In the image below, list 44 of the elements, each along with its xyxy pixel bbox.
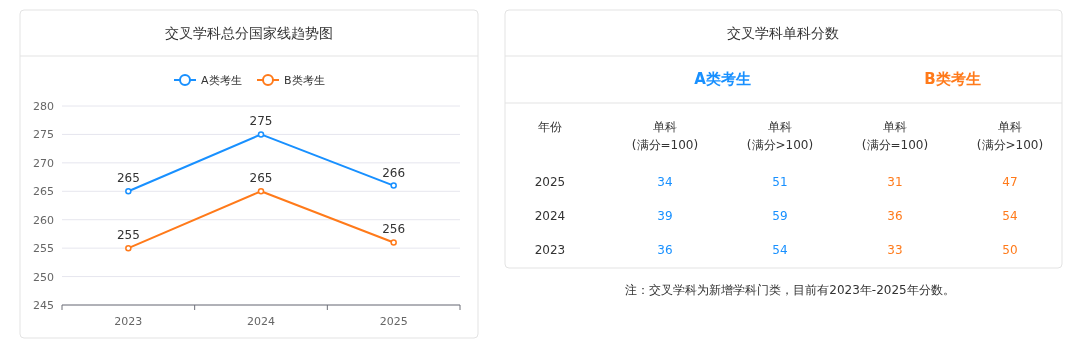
data-label: 31 xyxy=(887,175,903,189)
y-tick-label: 275 xyxy=(33,128,54,142)
text: 单科 (满分>100) xyxy=(976,120,1044,152)
x-tick-label: 2024 xyxy=(247,315,275,328)
y-tick-label: 270 xyxy=(33,156,54,170)
text: 单科 (满分=100) xyxy=(631,120,699,152)
data-label: 33 xyxy=(887,243,903,257)
x-tick-label: 2023 xyxy=(114,315,143,328)
data-label: 265 xyxy=(116,171,140,186)
data-label: 39 xyxy=(657,209,673,223)
legend-label: B类考生 xyxy=(284,74,325,87)
y-tick-label: 250 xyxy=(33,270,54,284)
text: 单科 (满分>100) xyxy=(746,120,814,152)
data-label: 265 xyxy=(249,171,273,186)
category-label: 2025 xyxy=(534,175,566,189)
legend-label: A类考生 xyxy=(201,74,242,87)
text: B类考生 xyxy=(924,70,981,88)
y-tick-label: 260 xyxy=(33,213,54,227)
data-label: 59 xyxy=(772,209,788,223)
y-tick-label: 265 xyxy=(33,185,54,199)
data-label: 36 xyxy=(887,209,903,223)
y-tick-label: 255 xyxy=(33,242,54,256)
y-tick-label: 245 xyxy=(33,299,54,312)
text: 年份 xyxy=(538,120,562,134)
data-label: 256 xyxy=(382,222,406,237)
data-label: 36 xyxy=(657,243,673,257)
data-label: 47 xyxy=(1002,175,1018,189)
text: A类考生 xyxy=(694,70,751,88)
data-label: 255 xyxy=(116,228,140,243)
data-label: 51 xyxy=(772,175,788,189)
data-label: 54 xyxy=(1002,209,1018,223)
category-label: 2023 xyxy=(534,243,566,257)
category-label: 2024 xyxy=(534,209,566,223)
data-label: 275 xyxy=(249,114,273,129)
text: 注：交叉学科为新增学科门类，目前有2023年-2025年分数。 xyxy=(625,283,955,297)
x-tick-label: 2025 xyxy=(379,315,408,328)
text: 交叉学科单科分数 xyxy=(727,25,839,41)
data-label: 266 xyxy=(382,165,406,180)
text: 单科 (满分=100) xyxy=(861,120,929,152)
data-label: 54 xyxy=(772,243,788,257)
data-label: 50 xyxy=(1002,243,1018,257)
y-tick-label: 280 xyxy=(33,100,54,113)
data-label: 34 xyxy=(657,175,673,189)
chart-title: 交叉学科总分国家线趋势图 xyxy=(165,25,333,41)
